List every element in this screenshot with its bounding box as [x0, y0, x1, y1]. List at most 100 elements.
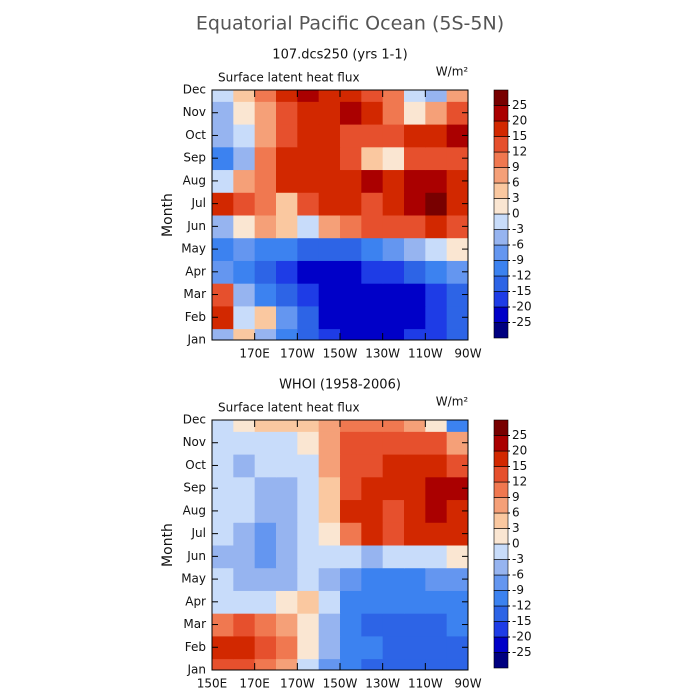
heat-cell [297, 146, 320, 171]
x-tick-label: 150W [323, 347, 358, 361]
heat-cell [404, 169, 426, 193]
subtitle: WHOI (1958-2006) [279, 378, 401, 393]
heat-cell [276, 305, 298, 330]
colorbar-box [493, 105, 509, 122]
heat-cell [404, 658, 426, 670]
heat-cell [276, 545, 298, 569]
y-tick-label: Sep [183, 151, 206, 165]
heat-cell [404, 305, 426, 330]
heat-cell [233, 124, 256, 148]
heat-cell [382, 169, 405, 193]
heat-cell [340, 454, 362, 478]
heat-cell [446, 476, 468, 501]
heat-cell [276, 215, 298, 239]
colorbar-label: 3 [512, 191, 520, 205]
heat-cell [254, 260, 277, 284]
heat-cell [254, 146, 277, 171]
y-axis-title: Month [160, 193, 176, 237]
heat-cell [233, 567, 256, 591]
x-tick-label: 130W [365, 347, 400, 361]
heat-cell [297, 305, 320, 330]
colorbar-label: -15 [512, 284, 532, 298]
heat-cell [404, 454, 426, 478]
colorbar-label: -6 [512, 238, 524, 252]
colorbar-box [493, 213, 509, 230]
heat-cell [276, 567, 298, 591]
heat-cell [318, 431, 341, 455]
heat-cell [297, 169, 320, 193]
heat-cell [318, 124, 341, 148]
heat-cell [382, 499, 405, 523]
colorbar-box [493, 559, 509, 576]
heat-cell [212, 476, 234, 501]
colorbar-label: 20 [512, 114, 527, 128]
subtitle: 107.dcs250 (yrs 1-1) [272, 48, 407, 63]
heat-cell [382, 454, 405, 478]
heat-cell [297, 635, 320, 660]
y-tick-label: Oct [185, 458, 206, 472]
heat-cell [254, 169, 277, 193]
colorbar-box [493, 621, 509, 638]
x-tick-label: 170E [239, 677, 270, 691]
heat-cell [233, 101, 256, 125]
heat-cell [404, 215, 426, 239]
heat-cell [340, 499, 362, 523]
heat-cell [425, 192, 448, 216]
heat-cell [297, 658, 320, 670]
colorbar-label: 15 [512, 129, 527, 143]
heat-cell [212, 192, 234, 216]
heat-cell [446, 146, 468, 171]
heat-cell [318, 658, 341, 670]
heat-cell [361, 237, 384, 261]
heat-cell [254, 658, 277, 670]
heat-cell [233, 146, 256, 171]
heat-cell [446, 567, 468, 591]
heat-cell [340, 328, 362, 340]
heat-cell [340, 522, 362, 546]
heat-cell [382, 545, 405, 569]
heat-cell [425, 476, 448, 501]
colorbar-label: 3 [512, 521, 520, 535]
heat-cell [361, 169, 384, 193]
heat-cell [404, 124, 426, 148]
heat-cell [446, 237, 468, 261]
cells [212, 420, 468, 670]
heat-cell [340, 283, 362, 307]
x-tick-label: 130W [365, 677, 400, 691]
colorbar-box [493, 590, 509, 607]
heat-cell [361, 590, 384, 614]
heat-cell [318, 613, 341, 637]
x-tick-label: 170W [280, 347, 315, 361]
units-label: W/m² [436, 395, 469, 409]
heat-cell [318, 476, 341, 501]
heat-cell [382, 613, 405, 637]
heat-cell [233, 192, 256, 216]
colorbar-box [493, 120, 509, 137]
x-tick-label: 90W [454, 677, 481, 691]
colorbar-label: -9 [512, 583, 524, 597]
heat-cell [297, 476, 320, 501]
colorbar-box [493, 574, 509, 591]
heat-cell [276, 192, 298, 216]
heat-cell [361, 305, 384, 330]
colorbar-label: 25 [512, 98, 527, 112]
heat-cell [254, 283, 277, 307]
heat-cell [212, 260, 234, 284]
heat-cell [382, 237, 405, 261]
heat-cell [318, 420, 341, 432]
heat-cell [340, 124, 362, 148]
heat-cell [233, 260, 256, 284]
heat-cell [212, 499, 234, 523]
y-tick-label: Jan [187, 663, 207, 677]
heat-cell [425, 124, 448, 148]
heat-cell [382, 146, 405, 171]
heat-cell [254, 590, 277, 614]
heat-cell [404, 283, 426, 307]
heat-cell [276, 260, 298, 284]
heat-cell [254, 215, 277, 239]
colorbar-box [493, 291, 509, 308]
x-tick-label: 170W [280, 677, 315, 691]
heat-cell [446, 283, 468, 307]
heat-cell [382, 567, 405, 591]
